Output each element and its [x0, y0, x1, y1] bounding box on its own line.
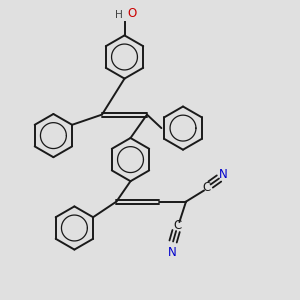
Text: H: H — [115, 10, 123, 20]
Text: C: C — [173, 219, 181, 232]
Text: N: N — [218, 168, 227, 181]
Text: C: C — [203, 181, 211, 194]
Text: O: O — [128, 7, 137, 20]
Text: N: N — [168, 245, 177, 259]
